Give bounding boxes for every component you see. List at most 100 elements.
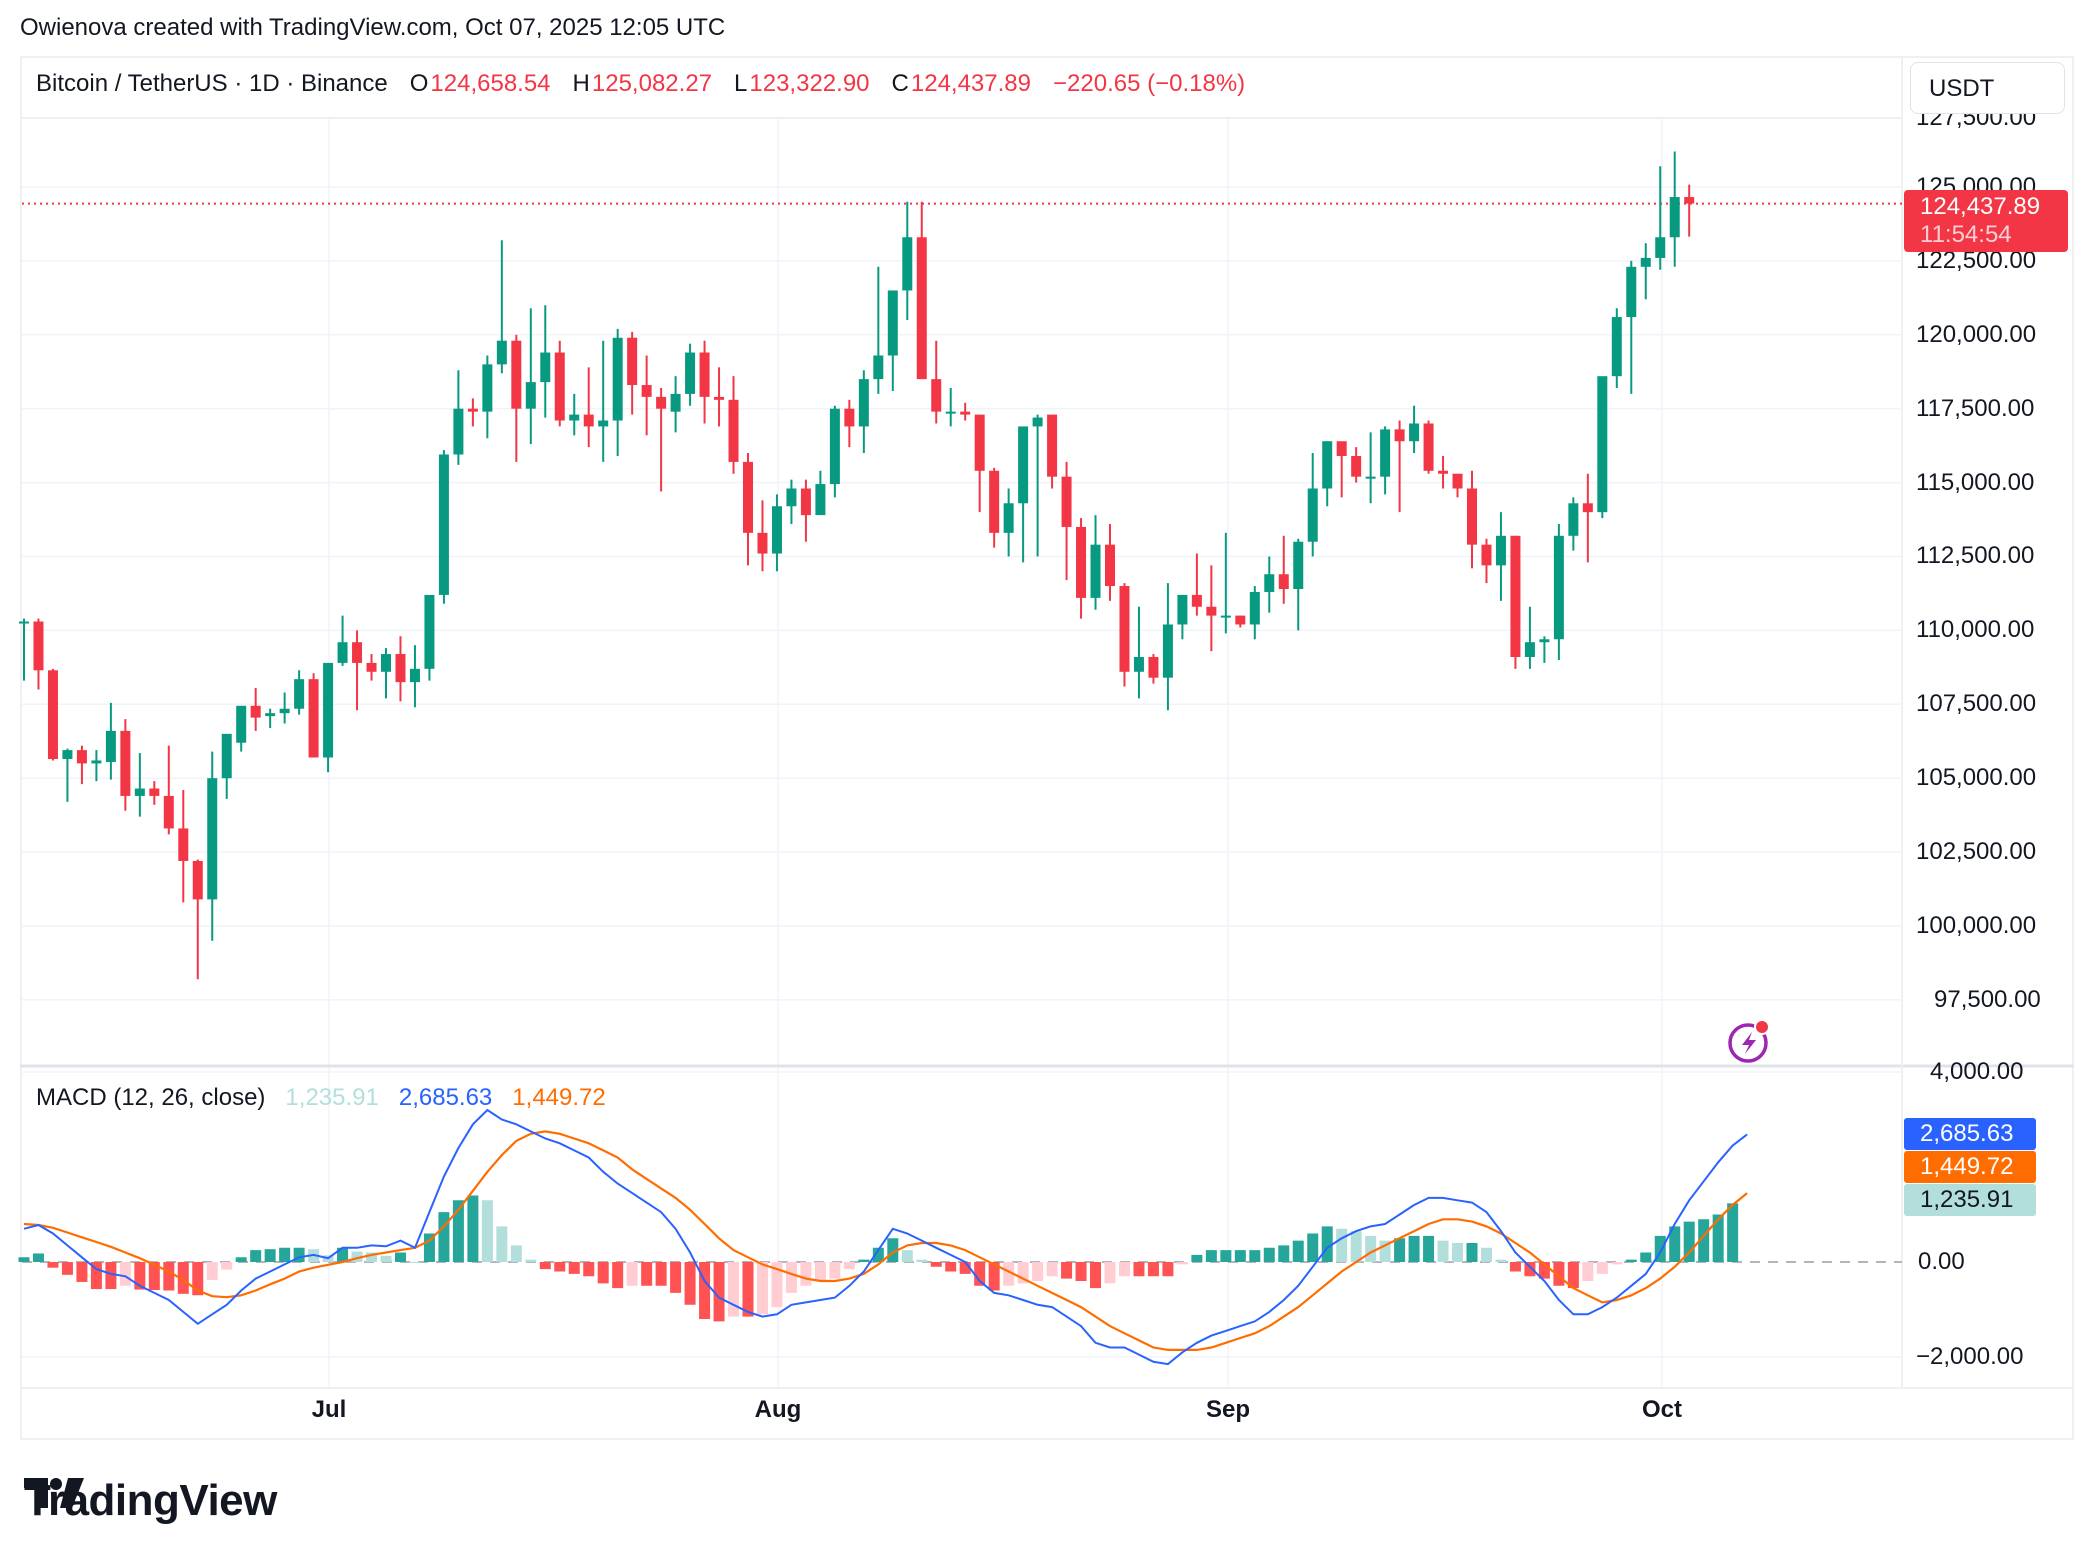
price-axis-label: 127,500.00	[1916, 104, 2037, 131]
candle-body	[873, 355, 884, 380]
macd-histogram-bar	[105, 1262, 117, 1290]
macd-histogram-bar	[1669, 1226, 1681, 1262]
macd-histogram-bar	[510, 1245, 522, 1262]
macd-histogram-bar	[1654, 1235, 1666, 1262]
high-value: 125,082.27	[591, 70, 713, 97]
candle-body	[467, 408, 478, 412]
open-label: O	[409, 70, 429, 97]
candle-body	[511, 340, 522, 409]
macd-title[interactable]: MACD (12, 26, close)	[36, 1084, 266, 1111]
macd-histogram-bar	[670, 1262, 682, 1293]
macd-histogram-bar	[988, 1262, 1000, 1291]
macd-histogram-bar	[728, 1262, 740, 1317]
macd-histogram-bar	[351, 1251, 363, 1262]
macd-histogram-bar	[916, 1259, 928, 1262]
candle-body	[178, 828, 189, 861]
candle-body	[62, 750, 73, 759]
candle-body	[1481, 544, 1492, 566]
macd-histogram-bar	[785, 1262, 797, 1293]
candle-body	[1249, 591, 1260, 625]
tradingview-logo[interactable]: TradingView	[24, 1476, 277, 1526]
candle-body	[1423, 423, 1434, 471]
candle-body	[1090, 544, 1101, 598]
price-axis-label: 117,500.00	[1916, 394, 2035, 422]
macd-histogram-bar	[148, 1262, 160, 1291]
macd-histogram-bar	[771, 1262, 783, 1308]
macd-histogram-bar	[1307, 1233, 1319, 1262]
macd-histogram-bar	[192, 1262, 204, 1296]
macd-histogram-bar	[1712, 1214, 1724, 1262]
macd-histogram-bar	[1205, 1250, 1217, 1262]
macd-histogram-bar	[655, 1262, 667, 1286]
chart-credit: Owienova created with TradingView.com, O…	[20, 14, 726, 41]
macd-histogram-bar	[1640, 1252, 1652, 1262]
candle-body	[916, 237, 927, 380]
macd-histogram-bar	[1452, 1243, 1464, 1262]
macd-histogram-bar	[756, 1262, 768, 1315]
macd-histogram-bar	[1292, 1240, 1304, 1262]
macd-histogram-bar	[1147, 1262, 1159, 1277]
candle-body	[714, 396, 725, 400]
macd-histogram-bar	[264, 1249, 276, 1262]
macd-signal-line	[23, 1130, 1748, 1351]
bar-countdown: 11:54:54	[1920, 221, 2012, 248]
price-axis-label: 97,500.00	[1934, 985, 2041, 1013]
candle-body	[337, 642, 348, 663]
candle-body	[1524, 642, 1535, 657]
change-value: −220.65 (−0.18%)	[1053, 70, 1246, 97]
macd-histogram-bar	[1538, 1262, 1550, 1279]
candle-body	[149, 788, 160, 796]
candle-body	[1162, 624, 1173, 678]
macd-histogram-bar	[1408, 1235, 1420, 1262]
macd-histogram-bar	[1394, 1238, 1406, 1262]
macd-histogram-bar	[554, 1262, 566, 1272]
candle-body	[641, 385, 652, 397]
candle-body	[105, 730, 116, 762]
candle-body	[1568, 503, 1579, 536]
candle-body	[1467, 488, 1477, 545]
macd-histogram-bar	[1567, 1262, 1579, 1289]
macd-histogram-bar	[235, 1257, 247, 1262]
candle-body	[47, 670, 58, 759]
macd-histogram-bar	[583, 1262, 595, 1277]
candle-body	[207, 778, 218, 900]
macd-histogram-value: 1,235.91	[285, 1084, 379, 1111]
macd-histogram-bar	[163, 1262, 175, 1291]
macd-histogram-bar	[1495, 1259, 1507, 1262]
candle-body	[612, 337, 623, 421]
candle-body	[424, 594, 435, 669]
candle-body	[771, 506, 782, 554]
macd-histogram-bar	[1321, 1226, 1333, 1262]
candle-body	[974, 414, 985, 471]
macd-signal-value: 1,449.72	[512, 1084, 606, 1111]
macd-histogram-bar	[467, 1195, 479, 1262]
candle-body	[1191, 594, 1202, 607]
candle-body	[525, 382, 536, 409]
currency-button[interactable]: USDT	[1910, 62, 2065, 114]
macd-histogram-bar	[1118, 1262, 1130, 1277]
candle-body	[366, 662, 377, 672]
candle-body	[1640, 257, 1651, 267]
macd-histogram-bar	[496, 1226, 508, 1262]
candle-body	[1032, 417, 1043, 427]
macd-histogram-bar	[250, 1250, 262, 1262]
candle-body	[1206, 606, 1217, 616]
tradingview-logo-icon	[24, 1478, 84, 1508]
candle-body	[192, 860, 203, 900]
macd-histogram-bar	[626, 1262, 638, 1286]
candle-body	[1119, 586, 1130, 672]
lightning-alert-icon[interactable]	[1727, 1018, 1773, 1064]
candle-body	[250, 705, 261, 718]
macd-histogram-bar	[1524, 1262, 1536, 1277]
chart-frame	[20, 56, 2074, 1440]
symbol-title[interactable]: Bitcoin / TetherUS · 1D · Binance	[36, 70, 388, 97]
macd-histogram-bar	[18, 1257, 30, 1262]
macd-histogram-bar	[1176, 1262, 1188, 1265]
candle-body	[1336, 441, 1347, 456]
last-price-tag: 124,437.89 11:54:54	[1904, 190, 2068, 252]
macd-histogram-bar	[409, 1262, 421, 1263]
low-value: 123,322.90	[749, 70, 870, 97]
candle-body	[960, 411, 971, 415]
candle-body	[1655, 237, 1666, 258]
